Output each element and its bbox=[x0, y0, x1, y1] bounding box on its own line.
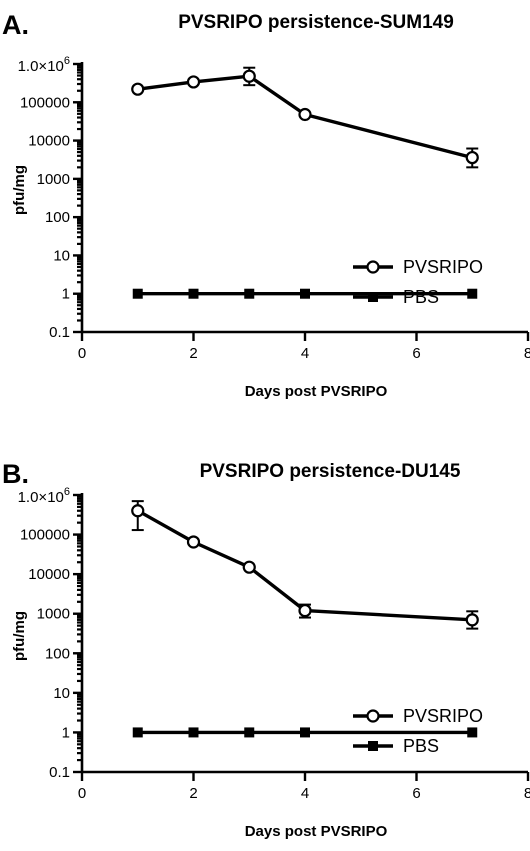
legend-marker bbox=[368, 292, 378, 302]
panel-a: A. PVSRIPO persistence-SUM149 pfu/mg Day… bbox=[2, 10, 530, 400]
x-tick-label: 2 bbox=[189, 345, 197, 362]
y-tick-label: 100 bbox=[45, 209, 70, 226]
y-tick-label: 100 bbox=[45, 645, 70, 662]
x-tick-label: 4 bbox=[301, 785, 309, 802]
legend-marker bbox=[368, 741, 378, 751]
y-tick-label: 10 bbox=[53, 685, 70, 702]
y-tick-label: 0.1 bbox=[49, 324, 70, 341]
x-axis-label: Days post PVSRIPO bbox=[245, 383, 388, 400]
legend-marker bbox=[368, 262, 379, 273]
data-point bbox=[188, 76, 199, 87]
y-axis-label: pfu/mg bbox=[11, 611, 28, 661]
legend-label: PVSRIPO bbox=[403, 257, 483, 277]
legend-label: PBS bbox=[403, 736, 439, 756]
plot-area: 0.1 1 10 100 1000 10000 100000 1.0×106 0 2 4 6 8 PVSR… bbox=[18, 486, 530, 802]
panel-letter: B. bbox=[2, 459, 29, 489]
data-point bbox=[244, 71, 255, 82]
y-tick-label: 100000 bbox=[20, 94, 70, 111]
data-point bbox=[188, 536, 199, 547]
data-point bbox=[300, 605, 311, 616]
data-point bbox=[189, 289, 199, 299]
x-tick-label: 2 bbox=[189, 785, 197, 802]
y-tick-label: 1000 bbox=[37, 171, 70, 188]
x-tick-label: 0 bbox=[78, 785, 86, 802]
series-line-pvsripo bbox=[138, 511, 473, 620]
x-tick-label: 0 bbox=[78, 345, 86, 362]
chart-title: PVSRIPO persistence-SUM149 bbox=[178, 12, 454, 33]
x-tick-label: 8 bbox=[524, 345, 530, 362]
x-tick-label: 6 bbox=[412, 785, 420, 802]
plot-area: 0.1 1 10 100 1000 10000 100000 1.0×106 0 2 4 6 8 PVSR… bbox=[18, 55, 530, 362]
data-point bbox=[132, 505, 143, 516]
legend-label: PBS bbox=[403, 287, 439, 307]
panel-letter: A. bbox=[2, 10, 29, 40]
data-point bbox=[133, 727, 143, 737]
y-tick-label: 1.0×106 bbox=[18, 486, 70, 506]
y-tick-label: 10000 bbox=[28, 133, 70, 150]
data-point bbox=[133, 289, 143, 299]
data-point bbox=[132, 84, 143, 95]
x-axis-label: Days post PVSRIPO bbox=[245, 823, 388, 840]
y-tick-label: 0.1 bbox=[49, 764, 70, 781]
data-point bbox=[467, 614, 478, 625]
data-point bbox=[189, 727, 199, 737]
data-point bbox=[467, 289, 477, 299]
data-point bbox=[300, 289, 310, 299]
data-point bbox=[244, 289, 254, 299]
y-tick-label: 1000 bbox=[37, 606, 70, 623]
x-tick-label: 6 bbox=[412, 345, 420, 362]
data-point bbox=[467, 727, 477, 737]
data-point bbox=[300, 109, 311, 120]
legend-marker bbox=[368, 711, 379, 722]
panel-b: B. PVSRIPO persistence-DU145 pfu/mg Days… bbox=[2, 459, 530, 840]
data-point bbox=[300, 727, 310, 737]
y-tick-label: 1.0×106 bbox=[18, 55, 70, 75]
chart-title: PVSRIPO persistence-DU145 bbox=[200, 461, 461, 482]
y-axis-label: pfu/mg bbox=[11, 165, 28, 215]
y-tick-label: 10000 bbox=[28, 566, 70, 583]
x-tick-label: 4 bbox=[301, 345, 309, 362]
data-point bbox=[244, 562, 255, 573]
data-point bbox=[244, 727, 254, 737]
x-tick-label: 8 bbox=[524, 785, 530, 802]
y-tick-label: 100000 bbox=[20, 527, 70, 544]
y-tick-label: 10 bbox=[53, 247, 70, 264]
y-tick-label: 1 bbox=[62, 286, 70, 303]
legend-label: PVSRIPO bbox=[403, 706, 483, 726]
data-point bbox=[467, 152, 478, 163]
y-tick-label: 1 bbox=[62, 724, 70, 741]
